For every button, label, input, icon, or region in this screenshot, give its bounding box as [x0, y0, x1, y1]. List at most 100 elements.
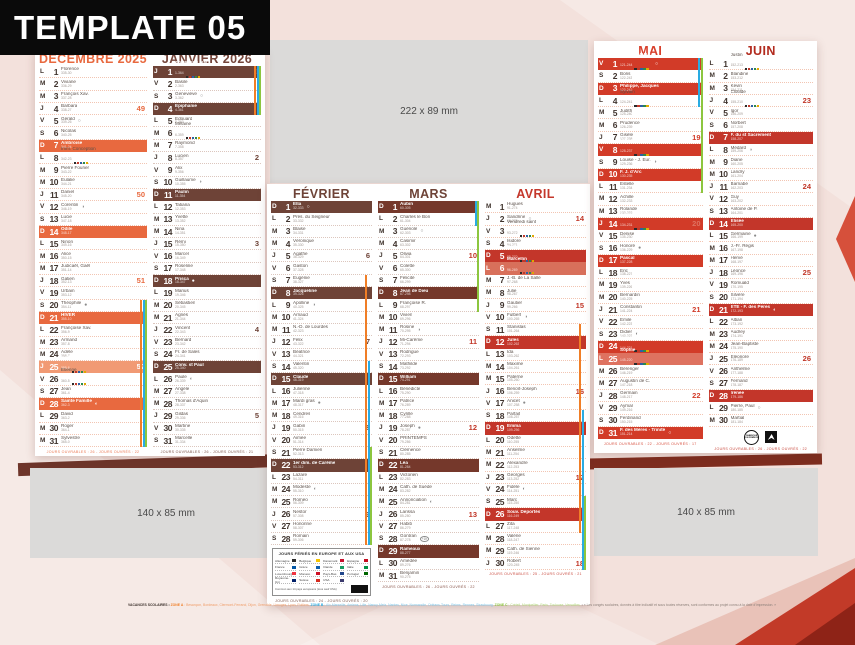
day-number: 19: [495, 422, 505, 433]
day-letter: M: [379, 412, 385, 420]
day-of-year: 63-302: [400, 243, 411, 248]
day-row: M 16 Alice 350-15: [39, 250, 147, 263]
month-title: DÉCEMBRE 2025: [39, 52, 148, 66]
day-row: S 13 Antoine de P. 164-201: [708, 206, 813, 218]
day-of-year: 148-217: [620, 395, 633, 400]
day-letter: M: [272, 399, 278, 407]
day-letter: M: [486, 535, 492, 543]
day-row: M 30 Martial 181-184: [708, 415, 813, 427]
saint-name: Bernardin: [620, 293, 640, 298]
day-number: 3: [167, 91, 173, 102]
day-letter: L: [709, 318, 714, 326]
day-number: 27: [608, 378, 618, 389]
vacation-zone-strip: [477, 201, 479, 312]
europe-legend-country: Suisse: [299, 577, 321, 584]
day-number: 15: [49, 238, 59, 249]
day-number: 21: [281, 447, 291, 458]
day-number: 3: [499, 226, 505, 237]
saint-name: Audrey: [730, 329, 746, 334]
day-number: 13: [495, 349, 505, 360]
day-of-year: 49-316: [293, 415, 304, 420]
country-flag-icon: [363, 565, 368, 569]
day-number: 3: [285, 226, 291, 237]
day-row: S 14 Mathilde 73-292: [378, 361, 479, 374]
day-letter: L: [486, 436, 490, 444]
day-letter: M: [486, 203, 492, 211]
saint-name: Antoine de P.: [730, 207, 758, 212]
day-of-year: 350-15: [61, 255, 72, 260]
saint-name: Pierre Damien: [293, 448, 323, 453]
day-of-year: 83-282: [400, 489, 411, 494]
day-number: 29: [495, 545, 505, 556]
day-row: M 21 Anselme 111-254: [485, 447, 586, 460]
saint-name: Landry: [730, 170, 745, 175]
day-letter: L: [154, 203, 158, 211]
day-letter: D: [486, 252, 491, 260]
day-letter: L: [154, 375, 158, 383]
day-letter: D: [379, 461, 384, 469]
day-of-year: 31-334: [175, 440, 186, 445]
saint-name: Ninon: [61, 239, 74, 244]
day-row: M 10 Landry 161-204: [708, 169, 813, 181]
day-of-year: 51-314: [293, 439, 304, 444]
day-of-year: 134-231: [620, 223, 633, 228]
saint-name: Daniel: [61, 190, 75, 195]
day-number: 4: [723, 95, 728, 106]
day-row: L 9 Françoise R. 68-297: [378, 299, 479, 312]
day-letter: M: [486, 547, 492, 555]
day-of-year: 146-219: [620, 370, 633, 375]
day-of-year: 4-361: [175, 108, 184, 113]
country-flag-icon: [316, 572, 321, 576]
day-number: 11: [496, 324, 505, 335]
day-of-year: 40-325: [293, 304, 304, 309]
week-number: 19: [692, 132, 701, 142]
calendar-panel-may-jun: MAI V 1 F. DU TRAVAIL 121-244 ○ S 2 Boris 122-243…: [594, 41, 817, 454]
day-of-year: 47-318: [293, 390, 304, 395]
day-row: M 14 Nina 14-351: [153, 226, 261, 239]
day-letter: S: [599, 72, 604, 80]
day-number: 1: [167, 66, 173, 77]
moon-phase-icon: ◑: [81, 203, 85, 210]
day-letter: S: [486, 240, 491, 248]
day-number: 20: [163, 300, 173, 311]
day-number: 20: [49, 300, 59, 311]
day-number: 8: [285, 287, 291, 298]
saint-name: F. J. d'Arc: [620, 170, 642, 175]
day-of-year: 96-269: [507, 267, 518, 272]
saint-name: Gabin: [293, 423, 306, 428]
legend-segment: ZONE B: [310, 603, 324, 607]
saint-name: Eulalie: [61, 178, 75, 183]
day-number: 15: [495, 373, 505, 384]
day-letter: D: [154, 191, 159, 199]
day-of-year: 143-222: [620, 333, 633, 338]
vacation-zone-strip: [256, 66, 259, 116]
day-of-year: 70-295: [400, 329, 411, 334]
saint-name: Nestor: [293, 509, 307, 514]
day-number: 2: [285, 213, 291, 224]
day-letter: V: [709, 281, 714, 289]
day-of-year: 73-292: [400, 366, 411, 371]
week-number: 24: [802, 182, 811, 192]
day-letter: D: [486, 424, 491, 432]
day-row: M 15 Paterne 105-260: [485, 373, 586, 386]
moon-phase-icon: ●: [84, 302, 88, 309]
saint-name: Guénolé: [400, 227, 418, 232]
legend-segment: ZONE A: [170, 603, 184, 607]
day-letter: D: [599, 429, 604, 437]
week-number: 3: [254, 239, 259, 249]
day-number: 10: [719, 169, 728, 180]
day-of-year: 164-201: [730, 210, 743, 215]
day-of-year: 107-258: [507, 403, 520, 408]
day-number: 17: [388, 398, 398, 409]
saint-name: Clémence: [400, 448, 421, 453]
day-of-year: 26-339: [175, 378, 186, 383]
day-letter: S: [40, 215, 45, 223]
day-letter: V: [599, 404, 604, 412]
day-number: 9: [392, 300, 398, 311]
day-row: L 12 Tatiana 12-353: [153, 201, 261, 214]
day-number: 11: [609, 181, 618, 192]
day-letter: J: [154, 154, 158, 162]
day-row: L 30 Amédée 89-276: [378, 558, 479, 570]
day-letter: L: [272, 215, 276, 223]
day-number: 30: [719, 415, 728, 426]
